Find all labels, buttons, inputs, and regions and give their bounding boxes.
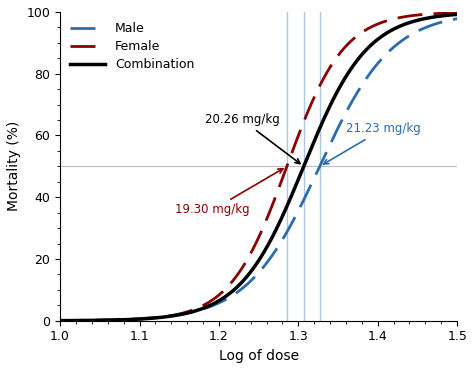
Text: 20.26 mg/kg: 20.26 mg/kg bbox=[205, 113, 300, 164]
X-axis label: Log of dose: Log of dose bbox=[219, 349, 299, 363]
Legend: Male, Female, Combination: Male, Female, Combination bbox=[66, 18, 198, 75]
Text: 19.30 mg/kg: 19.30 mg/kg bbox=[175, 169, 283, 216]
Text: 21.23 mg/kg: 21.23 mg/kg bbox=[324, 122, 421, 164]
Y-axis label: Mortality (%): Mortality (%) bbox=[7, 121, 21, 212]
